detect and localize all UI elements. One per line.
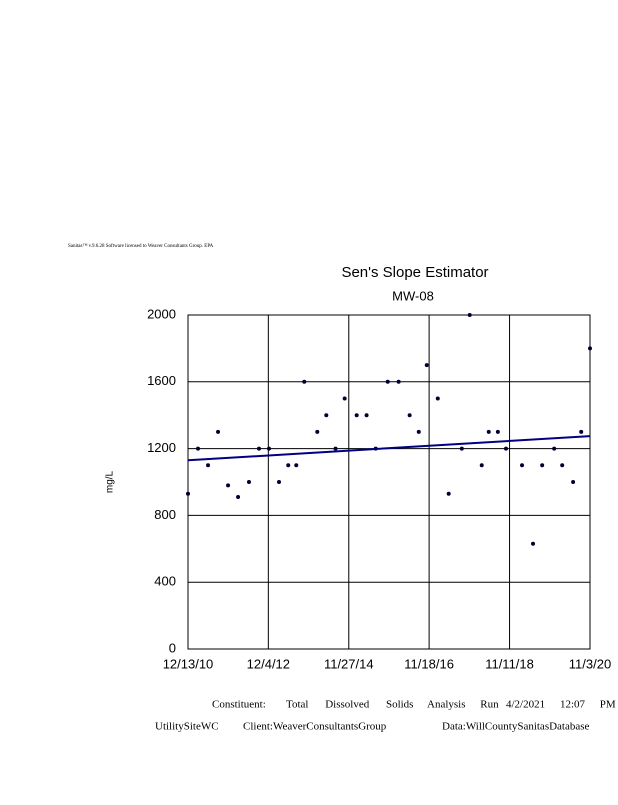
footer-text: Constituent: <box>212 699 266 711</box>
x-tick-label: 11/3/20 <box>569 656 611 671</box>
data-point <box>333 446 338 451</box>
data-point <box>407 413 412 418</box>
data-point <box>424 363 429 368</box>
data-point <box>294 463 299 468</box>
data-point <box>459 446 464 451</box>
data-point <box>267 446 272 451</box>
data-point <box>246 480 251 484</box>
data-point <box>560 463 565 468</box>
trend-line <box>187 435 591 462</box>
data-point <box>256 446 261 451</box>
data-point <box>216 429 221 434</box>
data-point <box>324 413 329 418</box>
y-tick-label: 1200 <box>147 440 176 455</box>
x-tick-label: 12/13/10 <box>163 656 214 671</box>
data-point <box>435 396 440 401</box>
y-tick-label: 400 <box>154 574 176 589</box>
data-point <box>467 313 472 317</box>
data-point <box>416 429 421 434</box>
footer-text: Client:WeaverConsultantsGroup <box>243 721 387 733</box>
data-point <box>579 429 584 434</box>
data-point <box>503 446 508 451</box>
footer-text: Total Dissolved Solids <box>286 699 413 711</box>
data-point <box>385 379 390 384</box>
data-point <box>226 483 231 488</box>
x-tick-label: 11/27/14 <box>324 656 374 671</box>
footer-text: 12:07 PM <box>560 699 616 711</box>
data-point <box>588 346 592 351</box>
footer-text: 4/2/2021 <box>506 699 545 711</box>
data-point <box>206 463 211 468</box>
data-point <box>531 541 536 546</box>
data-point <box>186 491 190 496</box>
footer-text: Analysis Run <box>427 699 499 711</box>
data-point <box>364 413 369 418</box>
data-point <box>315 429 320 434</box>
data-point <box>571 480 576 484</box>
data-point <box>342 396 347 401</box>
data-point <box>236 495 241 500</box>
chart-title: Sen's Slope Estimator <box>341 264 488 281</box>
y-axis-label: mg/L <box>105 470 116 493</box>
footer-text: UtilitySiteWC <box>155 721 219 733</box>
footer-text: Data:WillCountySanitasDatabase <box>442 721 590 733</box>
data-point <box>354 413 359 418</box>
y-tick-label: 2000 <box>147 306 176 321</box>
plot-frame <box>187 314 591 650</box>
x-tick-label: 11/11/18 <box>485 656 534 671</box>
data-point <box>486 429 491 434</box>
data-point <box>520 463 525 468</box>
data-point <box>552 446 557 451</box>
data-point <box>540 463 545 468</box>
data-point <box>196 446 201 451</box>
x-tick-label: 12/4/12 <box>247 656 290 671</box>
y-tick-label: 1600 <box>147 373 176 388</box>
data-point <box>446 491 451 496</box>
data-point <box>286 463 291 468</box>
footer: Constituent: Total Dissolved Solids Anal… <box>155 699 616 733</box>
data-point <box>396 379 401 384</box>
y-tick-label: 800 <box>154 507 176 522</box>
data-point <box>479 463 484 468</box>
data-point <box>302 379 307 384</box>
header: Sanitas™ v.9.6.28 Software licensed to W… <box>68 243 214 249</box>
data-point <box>495 429 500 434</box>
x-tick-label: 11/18/16 <box>404 656 454 671</box>
data-point <box>277 480 282 484</box>
chart-subtitle: MW-08 <box>392 288 434 303</box>
y-tick-label: 0 <box>169 640 176 655</box>
